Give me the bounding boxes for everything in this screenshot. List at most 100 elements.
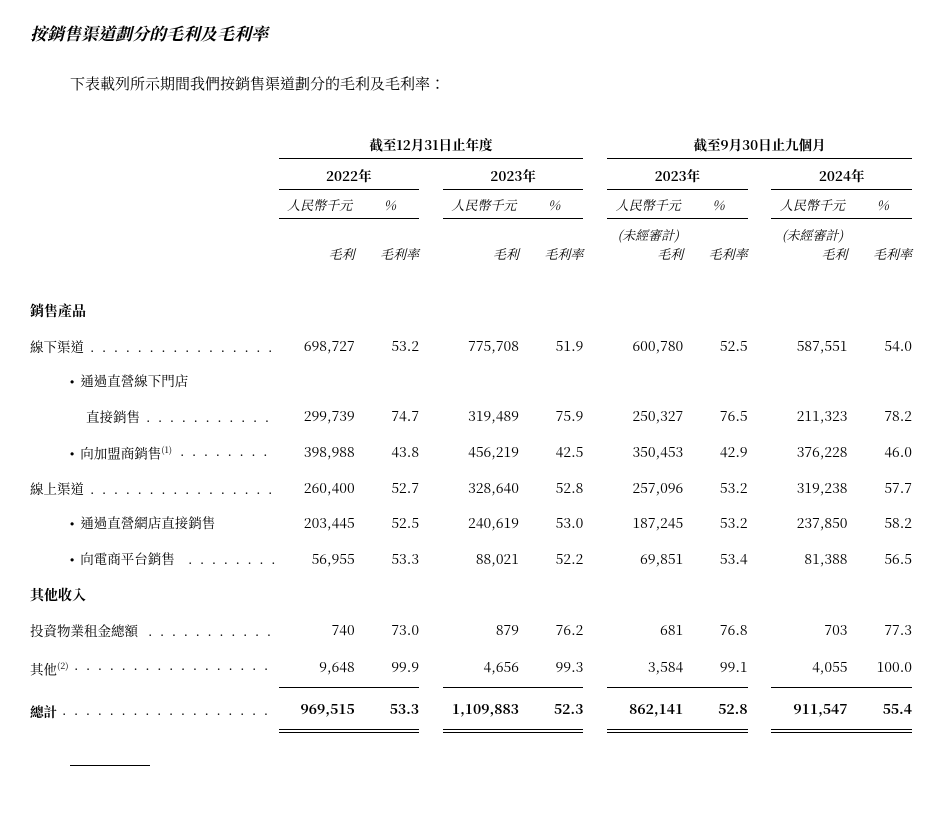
cell-total: 53.3 [361, 692, 419, 731]
cell: 4,656 [443, 647, 525, 688]
cell: 456,219 [443, 433, 525, 472]
row-direct-store-l2: 直接銷售. . . . . . . . . . . . . . . . . . … [30, 399, 279, 433]
cell: 250,327 [607, 399, 689, 433]
row-franchise: •向加盟商銷售(1). . . . . . . . . . . . . . . … [30, 433, 279, 472]
cell: 319,238 [771, 471, 853, 505]
hdr-margin: 毛利率 [854, 244, 913, 263]
cell: 99.1 [689, 647, 747, 688]
cell: 4,055 [771, 647, 853, 688]
cell: 52.2 [525, 541, 583, 577]
cell: 74.7 [361, 399, 419, 433]
cell: 681 [607, 613, 689, 647]
cell: 775,708 [443, 329, 525, 363]
cell-total: 862,141 [607, 692, 689, 731]
cell: 81,388 [771, 541, 853, 577]
hdr-currency: 人民幣千元 [279, 195, 361, 219]
cell: 260,400 [279, 471, 361, 505]
row-total: 總計. . . . . . . . . . . . . . . . . . . … [30, 692, 279, 731]
hdr-profit: 毛利 [443, 244, 525, 263]
cell: 42.5 [525, 433, 583, 472]
cell: 703 [771, 613, 853, 647]
cell-total: 52.8 [689, 692, 747, 731]
cell: 53.2 [689, 471, 747, 505]
hdr-profit: 毛利 [771, 244, 853, 263]
cell: 328,640 [443, 471, 525, 505]
cell: 740 [279, 613, 361, 647]
cell: 78.2 [854, 399, 913, 433]
hdr-pct: % [689, 195, 747, 219]
cell: 319,489 [443, 399, 525, 433]
cell: 76.5 [689, 399, 747, 433]
cell: 52.5 [361, 505, 419, 541]
cell: 257,096 [607, 471, 689, 505]
cell: 187,245 [607, 505, 689, 541]
cell: 350,453 [607, 433, 689, 472]
period-group-1: 截至12月31日止年度 [279, 134, 584, 159]
hdr-currency: 人民幣千元 [607, 195, 689, 219]
row-rental: 投資物業租金總額. . . . . . . . . . . . . . . . … [30, 613, 279, 647]
cell: 100.0 [854, 647, 913, 688]
hdr-margin: 毛利率 [361, 244, 419, 263]
cell: 53.2 [689, 505, 747, 541]
period-group-2: 截至9月30日止九個月 [607, 134, 912, 159]
cell: 99.9 [361, 647, 419, 688]
cell: 76.2 [525, 613, 583, 647]
row-direct-web: •通過直營網店直接銷售 [30, 505, 279, 541]
footnote-rule [70, 765, 150, 766]
col-year-2024: 2024年 [771, 165, 912, 190]
row-offline-label: 線下渠道. . . . . . . . . . . . . . . . . . … [30, 329, 279, 363]
hdr-pct: % [361, 195, 419, 219]
cell: 52.7 [361, 471, 419, 505]
cell: 53.3 [361, 541, 419, 577]
cell: 53.0 [525, 505, 583, 541]
hdr-unaudited: (未經審計) [771, 225, 853, 244]
hdr-margin: 毛利率 [525, 244, 583, 263]
cell: 42.9 [689, 433, 747, 472]
row-online: 線上渠道. . . . . . . . . . . . . . . . . . … [30, 471, 279, 505]
cell: 240,619 [443, 505, 525, 541]
cell: 3,584 [607, 647, 689, 688]
cell: 9,648 [279, 647, 361, 688]
hdr-unaudited: (未經審計) [607, 225, 689, 244]
cell: 698,727 [279, 329, 361, 363]
section-other: 其他收入 [30, 577, 279, 613]
cell: 77.3 [854, 613, 913, 647]
cell: 58.2 [854, 505, 913, 541]
row-ecom: •向電商平台銷售. . . . . . . . . . . . . . . . … [30, 541, 279, 577]
cell: 53.4 [689, 541, 747, 577]
cell: 600,780 [607, 329, 689, 363]
hdr-pct: % [525, 195, 583, 219]
intro-text: 下表載列所示期間我們按銷售渠道劃分的毛利及毛利率： [70, 73, 912, 94]
cell: 237,850 [771, 505, 853, 541]
hdr-profit: 毛利 [279, 244, 361, 263]
gross-profit-table: 截至12月31日止年度 截至9月30日止九個月 2022年 2023年 2023… [30, 134, 912, 733]
hdr-profit: 毛利 [607, 244, 689, 263]
hdr-currency: 人民幣千元 [443, 195, 525, 219]
cell: 56.5 [854, 541, 913, 577]
row-other: 其他(2). . . . . . . . . . . . . . . . . .… [30, 647, 279, 688]
col-year-2023a: 2023年 [443, 165, 584, 190]
cell-total: 911,547 [771, 692, 853, 731]
cell: 879 [443, 613, 525, 647]
cell-total: 55.4 [854, 692, 913, 731]
cell: 73.0 [361, 613, 419, 647]
section-products: 銷售產品 [30, 293, 279, 329]
cell: 43.8 [361, 433, 419, 472]
col-year-2023b: 2023年 [607, 165, 747, 190]
cell: 51.9 [525, 329, 583, 363]
hdr-pct: % [854, 195, 913, 219]
hdr-margin: 毛利率 [689, 244, 747, 263]
cell-total: 969,515 [279, 692, 361, 731]
cell: 299,739 [279, 399, 361, 433]
hdr-currency: 人民幣千元 [771, 195, 853, 219]
cell: 52.8 [525, 471, 583, 505]
cell: 46.0 [854, 433, 913, 472]
col-year-2022: 2022年 [279, 165, 419, 190]
cell: 88,021 [443, 541, 525, 577]
cell-total: 1,109,883 [443, 692, 525, 731]
cell: 211,323 [771, 399, 853, 433]
cell: 76.8 [689, 613, 747, 647]
cell-total: 52.3 [525, 692, 583, 731]
cell: 587,551 [771, 329, 853, 363]
cell: 69,851 [607, 541, 689, 577]
